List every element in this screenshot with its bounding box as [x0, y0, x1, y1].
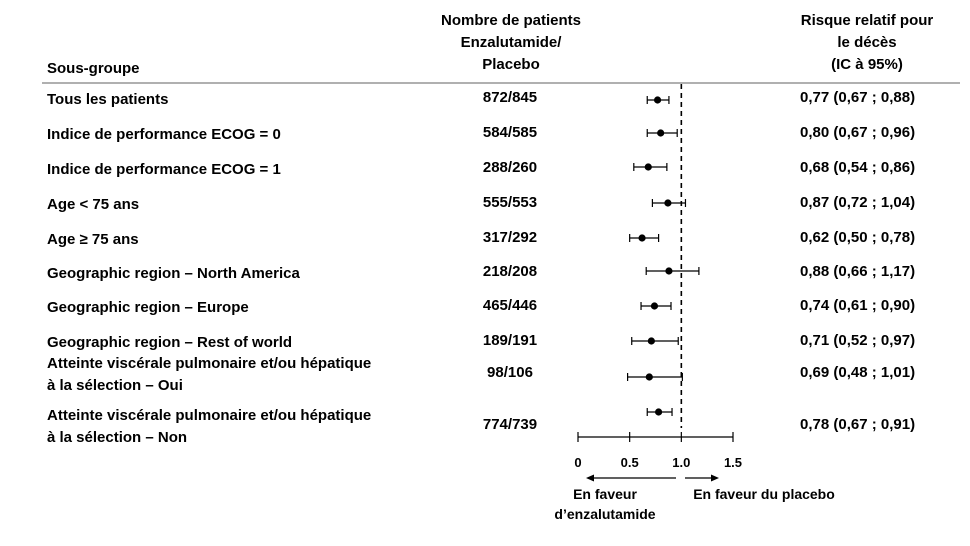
point-estimate: [655, 408, 663, 416]
risk-ratio-value: 0,69 (0,48 ; 1,01): [800, 364, 916, 381]
risk-ratio-value: 0,71 (0,52 ; 0,97): [800, 332, 916, 349]
risk-ratio-value: 0,74 (0,61 ; 0,90): [800, 297, 916, 314]
patient-count: 98/106: [487, 364, 533, 381]
risk-ratio-value: 0,80 (0,67 ; 0,96): [800, 124, 916, 141]
subgroup-label: Indice de performance ECOG = 1: [47, 161, 281, 178]
patient-count: 288/260: [482, 159, 538, 176]
risk-ratio-value: 0,62 (0,50 ; 0,78): [800, 229, 916, 246]
x-tick-label: 1.5: [724, 455, 742, 470]
point-estimate: [664, 199, 672, 207]
patient-count: 317/292: [482, 229, 538, 246]
favor-placebo-label: En faveur du placebo: [693, 486, 835, 502]
point-estimate: [665, 267, 673, 275]
subgroup-label: Geographic region – North America: [47, 265, 300, 282]
subgroup-label: Age < 75 ans: [47, 196, 140, 213]
risk-ratio-value: 0,87 (0,72 ; 1,04): [800, 194, 916, 211]
point-estimate: [653, 96, 662, 104]
risk-ratio-value: 0,88 (0,66 ; 1,17): [800, 263, 916, 280]
point-estimate: [647, 337, 655, 345]
favor-right-arrowhead: [711, 474, 719, 482]
patient-count: 218/208: [482, 263, 538, 280]
x-tick-label: 0: [574, 455, 581, 470]
point-estimate: [644, 163, 652, 171]
patient-count: 774/739: [482, 416, 538, 433]
point-estimate: [645, 373, 653, 381]
risk-ratio-value: 0,78 (0,67 ; 0,91): [800, 416, 916, 433]
point-estimate: [650, 302, 659, 310]
subgroup-label: Age ≥ 75 ans: [47, 231, 139, 248]
patient-count: 189/191: [482, 332, 538, 349]
subgroup-label: Indice de performance ECOG = 0: [47, 126, 281, 143]
subgroup-label: Atteinte viscérale pulmonaire et/ou hépa…: [47, 407, 372, 446]
patient-count: 584/585: [482, 124, 538, 141]
subgroup-label: Geographic region – Rest of world: [47, 334, 293, 351]
x-tick-label: 1.0: [672, 455, 690, 470]
point-estimate: [638, 234, 646, 242]
favor-left-arrowhead: [586, 474, 594, 482]
patients-header: Nombre de patients Enzalutamide/ Placebo: [440, 12, 582, 73]
risk-ratio-value: 0,77 (0,67 ; 0,88): [800, 89, 916, 106]
patient-count: 555/553: [482, 194, 538, 211]
x-tick-label: 0.5: [621, 455, 639, 470]
subgroup-header: Sous-groupe: [47, 60, 140, 77]
point-estimate: [657, 129, 665, 137]
subgroup-label: Geographic region – Europe: [47, 299, 249, 316]
patient-count: 872/845: [482, 89, 538, 106]
risk-ratio-header: Risque relatif pour le décès (IC à 95%): [800, 12, 934, 73]
subgroup-label: Tous les patients: [47, 91, 169, 108]
header-divider: [42, 82, 960, 84]
subgroup-label: Atteinte viscérale pulmonaire et/ou hépa…: [47, 355, 372, 394]
favor-enzalutamide-label: En faveur d’enzalutamide: [554, 486, 656, 522]
patient-count: 465/446: [482, 297, 538, 314]
risk-ratio-value: 0,68 (0,54 ; 0,86): [800, 159, 916, 176]
